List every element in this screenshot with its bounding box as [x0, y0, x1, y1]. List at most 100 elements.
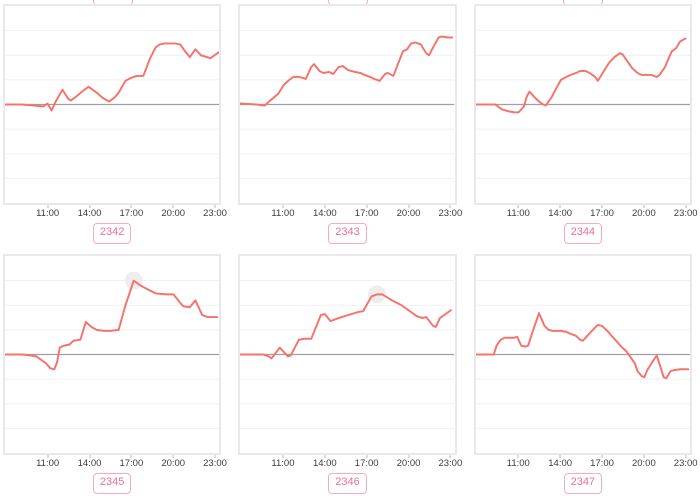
price-sparkline-chart: [475, 280, 690, 429]
x-tick-mark: [324, 455, 326, 458]
x-tick-mark: [130, 205, 132, 208]
x-axis: 11:00 14:00 17:00 20:00 23:00: [238, 205, 462, 219]
x-tick-label: 23:00: [673, 208, 698, 219]
x-tick-mark: [449, 455, 451, 458]
price-line: [5, 279, 219, 371]
badge-row: 2344: [474, 219, 692, 246]
x-tick-label: 14:00: [77, 208, 102, 219]
x-tick-label: 23:00: [438, 208, 463, 219]
x-tick-mark: [282, 455, 284, 458]
chart-plot-area: [473, 4, 692, 205]
chart-cell-2346: 11:00 14:00 17:00 20:00 23:00 2346: [238, 254, 462, 496]
x-tick-label: 23:00: [673, 458, 698, 469]
x-axis: 11:00 14:00 17:00 20:00 23:00: [474, 455, 698, 469]
price-line: [5, 42, 220, 112]
x-tick-label: 11:00: [506, 208, 530, 219]
x-tick-mark: [559, 455, 561, 458]
stock-code-badge[interactable]: 2346: [328, 473, 367, 494]
x-tick-mark: [601, 455, 603, 458]
price-sparkline-chart: [240, 30, 455, 179]
x-tick-label: 17:00: [119, 458, 144, 469]
chart-cell-2342: 11:00 14:00 17:00 20:00 23:00 2342: [3, 4, 227, 246]
x-tick-mark: [643, 205, 645, 208]
price-line: [475, 37, 687, 114]
chart-plot-area: [238, 4, 457, 205]
chart-plot-area: [238, 254, 457, 455]
badge-row: 2345: [3, 469, 221, 496]
x-tick-mark: [601, 205, 603, 208]
x-tick-label: 14:00: [548, 208, 573, 219]
x-tick-mark: [559, 205, 561, 208]
price-sparkline-chart: [240, 280, 455, 429]
x-tick-mark: [47, 205, 49, 208]
price-line: [475, 312, 689, 380]
x-tick-mark: [685, 205, 687, 208]
price-line: [240, 35, 454, 107]
x-tick-mark: [517, 205, 519, 208]
x-tick-label: 14:00: [548, 458, 573, 469]
x-tick-label: 20:00: [396, 458, 421, 469]
x-tick-mark: [324, 205, 326, 208]
x-tick-label: 20:00: [396, 208, 421, 219]
price-sparkline-chart: [475, 30, 690, 179]
x-tick-label: 14:00: [312, 458, 337, 469]
x-tick-mark: [214, 205, 216, 208]
x-tick-label: 23:00: [203, 458, 227, 469]
x-tick-label: 23:00: [203, 208, 227, 219]
x-axis: 11:00 14:00 17:00 20:00 23:00: [474, 205, 698, 219]
x-tick-mark: [172, 455, 174, 458]
stock-code-badge[interactable]: 2344: [563, 223, 603, 244]
x-tick-label: 20:00: [631, 208, 656, 219]
x-tick-mark: [517, 455, 519, 458]
x-tick-label: 11:00: [36, 458, 60, 469]
x-tick-mark: [214, 455, 216, 458]
x-tick-label: 20:00: [631, 458, 656, 469]
x-tick-mark: [282, 205, 284, 208]
badge-row: 2347: [474, 469, 692, 496]
chart-cell-2344: 11:00 14:00 17:00 20:00 23:00 2344: [473, 4, 698, 246]
x-tick-label: 11:00: [506, 458, 530, 469]
stock-code-badge[interactable]: 2347: [563, 473, 603, 494]
chart-cell-2347: 11:00 14:00 17:00 20:00 23:00 2347: [473, 254, 698, 496]
price-sparkline-chart: [5, 271, 220, 429]
badge-row: 2343: [238, 219, 456, 246]
x-tick-label: 11:00: [271, 458, 295, 469]
x-tick-mark: [366, 205, 368, 208]
x-tick-mark: [89, 455, 90, 458]
x-axis: 11:00 14:00 17:00 20:00 23:00: [3, 455, 227, 469]
x-tick-label: 23:00: [438, 458, 463, 469]
x-axis: 11:00 14:00 17:00 20:00 23:00: [238, 455, 462, 469]
x-tick-mark: [449, 205, 451, 208]
x-tick-label: 11:00: [271, 208, 295, 219]
x-tick-label: 20:00: [161, 458, 186, 469]
badge-row: 2342: [3, 219, 221, 246]
chart-cell-2343: 11:00 14:00 17:00 20:00 23:00 2343: [238, 4, 462, 246]
x-tick-label: 14:00: [77, 458, 102, 469]
x-tick-mark: [685, 455, 687, 458]
x-axis: 11:00 14:00 17:00 20:00 23:00: [3, 205, 227, 219]
x-tick-label: 17:00: [119, 208, 144, 219]
x-tick-label: 20:00: [161, 208, 186, 219]
price-line: [240, 293, 453, 360]
stock-code-badge[interactable]: 2343: [328, 223, 367, 244]
chart-plot-area: [473, 254, 692, 455]
x-tick-label: 17:00: [354, 458, 379, 469]
stock-code-badge[interactable]: 2342: [92, 223, 132, 244]
x-tick-mark: [130, 455, 132, 458]
x-tick-mark: [47, 455, 49, 458]
x-tick-label: 17:00: [590, 458, 614, 469]
x-tick-mark: [366, 455, 368, 458]
x-tick-label: 17:00: [590, 208, 614, 219]
chart-plot-area: [3, 4, 222, 205]
chart-cell-2345: 11:00 14:00 17:00 20:00 23:00 2345: [3, 254, 227, 496]
x-tick-mark: [89, 205, 90, 208]
x-tick-mark: [408, 455, 410, 458]
x-tick-label: 14:00: [312, 208, 337, 219]
stock-code-badge[interactable]: 2345: [92, 473, 132, 494]
price-sparkline-chart: [5, 30, 220, 179]
x-tick-mark: [643, 455, 645, 458]
x-tick-label: 17:00: [354, 208, 379, 219]
chart-plot-area: [3, 254, 222, 455]
x-tick-mark: [172, 205, 174, 208]
